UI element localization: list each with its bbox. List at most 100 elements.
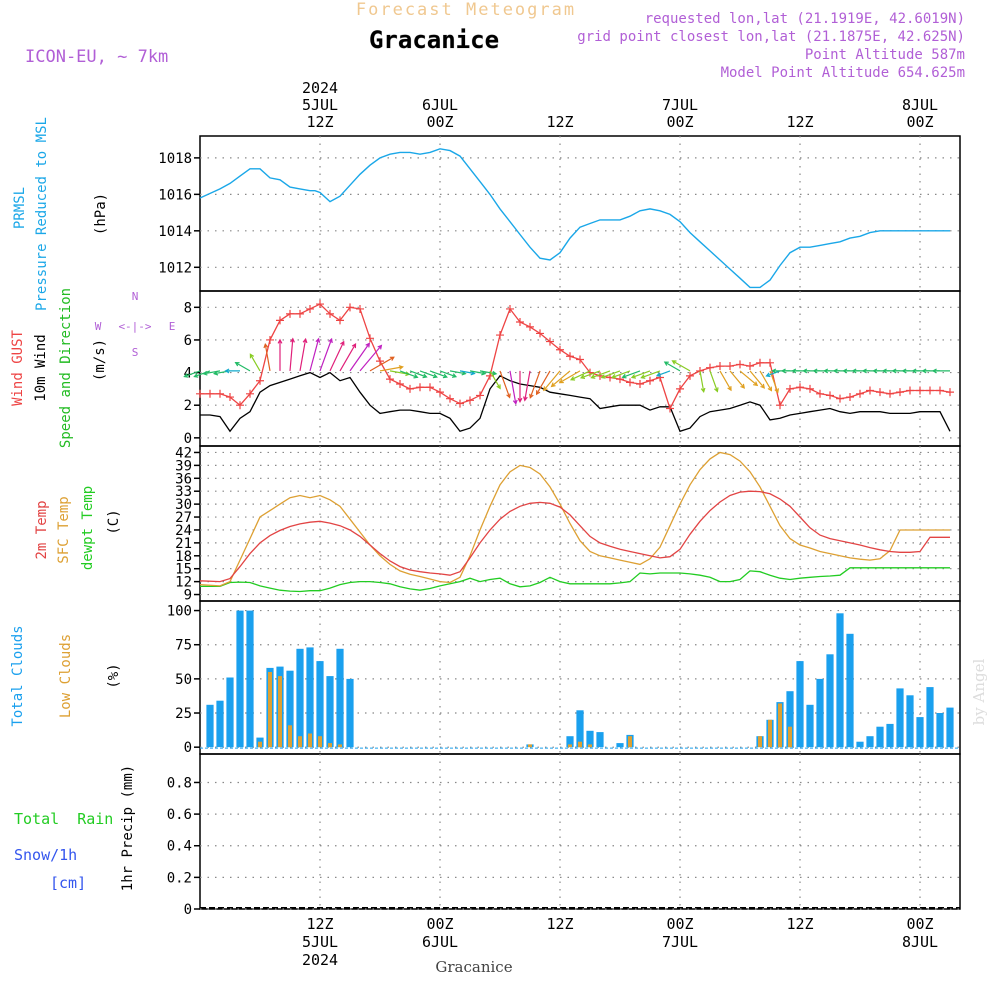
- time-label-top: 00Z: [426, 113, 453, 131]
- wind-direction-arrow: [224, 368, 240, 374]
- gust-marker: [866, 386, 874, 395]
- y-tick-label: 9: [184, 588, 192, 604]
- ylabel-10m-wind: 10m Wind: [33, 334, 49, 401]
- wind-direction-arrow: [299, 337, 308, 372]
- low-cloud-bar: [788, 726, 792, 748]
- wind-direction-arrow: [663, 361, 681, 372]
- y-tick-label: 24: [175, 523, 192, 539]
- gust-marker: [326, 309, 334, 318]
- low-cloud-bar: [778, 703, 782, 748]
- time-label-top: 12Z: [786, 113, 813, 131]
- gust-marker: [226, 393, 234, 402]
- wind-direction-arrow: [600, 370, 621, 379]
- time-label-bottom: 5JUL: [302, 933, 338, 951]
- total-cloud-bar: [886, 723, 894, 748]
- time-label-bottom: 8JUL: [902, 933, 938, 951]
- wind-direction-arrow: [277, 338, 283, 371]
- gust-marker: [276, 316, 284, 325]
- total-cloud-bar: [846, 633, 854, 748]
- wind-direction-arrow: [621, 370, 641, 379]
- y-tick-label: 8: [184, 300, 192, 316]
- tick-labels: 1012101410161018024689121518212427303336…: [158, 151, 192, 918]
- time-label-top: 7JUL: [662, 96, 698, 114]
- time-label-bottom: 6JUL: [422, 933, 458, 951]
- header-subtitle: Forecast Meteogram: [356, 0, 576, 20]
- gust-marker: [516, 318, 524, 326]
- gust-marker: [766, 358, 774, 367]
- wind-direction-arrow: [630, 370, 651, 379]
- temperature-panel: [199, 445, 961, 602]
- total-cloud-bar: [896, 688, 904, 748]
- compass-e: E: [169, 320, 176, 333]
- wind-direction-arrow: [699, 370, 706, 393]
- y-tick-label: 1016: [158, 187, 192, 203]
- gust-marker: [826, 391, 834, 400]
- total-cloud-bar: [336, 648, 344, 748]
- total-cloud-bar: [306, 647, 314, 748]
- wind-direction-arrow: [579, 370, 601, 379]
- low-cloud-bar: [298, 736, 302, 748]
- gust-marker: [406, 384, 414, 393]
- y-tick-label: 15: [175, 562, 192, 578]
- wind-direction-arrow: [339, 343, 357, 372]
- total-cloud-bar: [236, 610, 244, 748]
- gust-marker: [256, 376, 264, 385]
- low-cloud-bar: [268, 672, 272, 748]
- total-cloud-bar: [806, 704, 814, 748]
- low-cloud-bar: [758, 736, 762, 748]
- gust-marker: [376, 357, 384, 366]
- total-cloud-bar: [826, 654, 834, 748]
- footer-location: Gracanice: [435, 958, 512, 976]
- gust-marker: [386, 375, 394, 384]
- wind-direction-arrow: [759, 370, 773, 392]
- gust-marker: [796, 383, 804, 392]
- low-cloud-bar: [278, 676, 282, 748]
- y-tick-label: 21: [175, 536, 192, 552]
- gust-marker: [926, 386, 934, 395]
- time-label-bottom: 00Z: [426, 915, 453, 933]
- low-cloud-bar: [578, 741, 582, 748]
- low-cloud-bar: [258, 741, 262, 748]
- gust-marker: [576, 355, 584, 364]
- ylabel-dewpt-temp: dewpt Temp: [80, 486, 96, 570]
- y-tick-label: 30: [175, 497, 192, 513]
- wind-direction-arrow: [234, 361, 251, 372]
- low-cloud-bar: [328, 743, 332, 748]
- low-cloud-bar: [628, 736, 632, 748]
- wind-direction-arrow: [550, 370, 571, 388]
- wind-direction-arrow: [749, 370, 766, 389]
- gust-marker: [526, 322, 534, 331]
- gust-marker: [666, 404, 674, 413]
- time-label-bottom: 7JUL: [662, 933, 698, 951]
- ylabel-percent: (%): [106, 663, 122, 688]
- wind-direction-arrow: [429, 370, 448, 379]
- wind-direction-arrow: [349, 342, 371, 372]
- time-label-bottom: 00Z: [666, 915, 693, 933]
- total-cloud-bar: [566, 736, 574, 748]
- wind-direction-arrow: [479, 370, 498, 376]
- ylabel-speed-direction: Speed and Direction: [58, 288, 74, 448]
- y-tick-label: 36: [175, 471, 192, 487]
- y-tick-label: 0: [184, 740, 192, 756]
- gust-marker: [336, 316, 344, 325]
- ylabel-low-clouds: Low Clouds: [58, 634, 74, 718]
- wind-speed-line: [200, 371, 951, 433]
- total-cloud-bar: [296, 648, 304, 748]
- total-cloud-bar: [856, 741, 864, 748]
- ylabel-celsius: (C): [106, 509, 122, 534]
- gust-marker: [756, 358, 764, 367]
- ylabel-sfc-temp: SFC Temp: [56, 496, 72, 563]
- wind-direction-arrow: [739, 370, 759, 387]
- ylabel-precip: 1hr Precip (mm): [120, 765, 136, 891]
- gust-marker: [556, 345, 564, 354]
- wind-direction-arrow: [569, 370, 591, 381]
- gust-marker: [496, 331, 504, 340]
- compass-mid: <-|->: [118, 320, 151, 333]
- total-cloud-bar: [586, 730, 594, 748]
- low-cloud-bar: [338, 744, 342, 748]
- y-tick-label: 2: [184, 398, 192, 414]
- time-label-top: 00Z: [666, 113, 693, 131]
- gust-marker: [856, 389, 864, 398]
- wind-direction-arrow: [419, 370, 438, 379]
- gust-marker: [846, 393, 854, 402]
